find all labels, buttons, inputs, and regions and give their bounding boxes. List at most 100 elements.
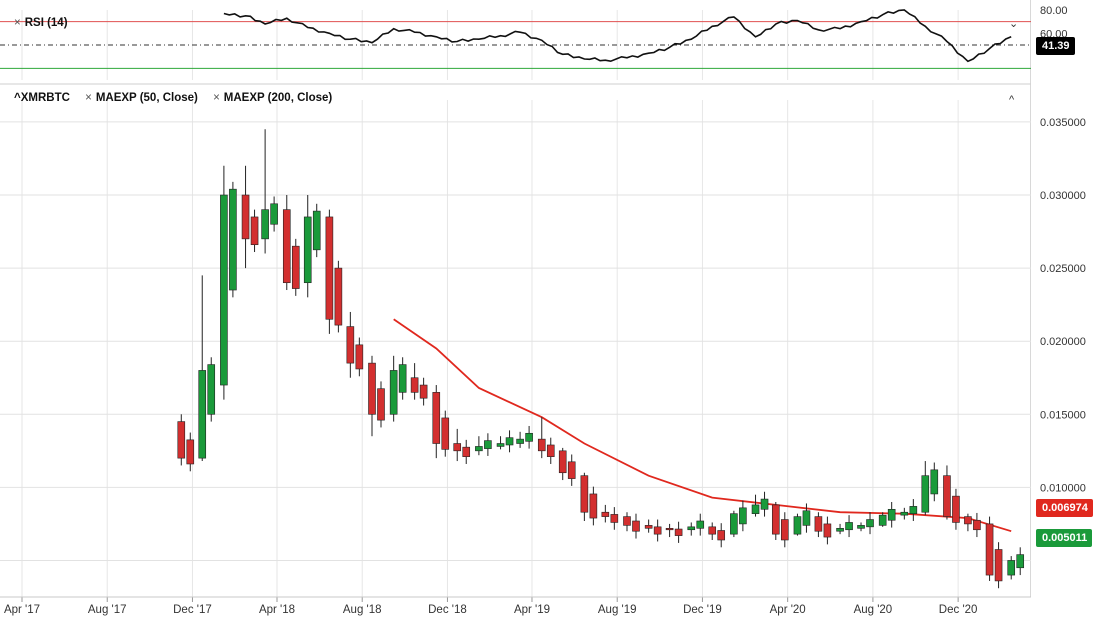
candle-body <box>558 450 567 474</box>
rsi-legend: × RSI (14) <box>14 17 68 29</box>
candle-body <box>632 520 640 532</box>
candle-body <box>717 530 726 541</box>
candle-body <box>751 504 760 514</box>
price-y-tick-label: 0.015000 <box>1040 409 1086 421</box>
x-tick-label: Aug '20 <box>854 604 893 616</box>
candle-body <box>802 510 811 526</box>
candle <box>878 501 896 528</box>
candle-body <box>921 475 930 513</box>
candle-body <box>823 523 832 538</box>
candle-body <box>857 525 865 529</box>
candle <box>303 195 321 298</box>
candle <box>644 519 662 542</box>
candle-body <box>589 493 598 519</box>
candle-body <box>546 444 555 457</box>
candle <box>751 491 769 517</box>
candle-body <box>368 362 376 415</box>
candle-body <box>739 507 747 525</box>
candle-body <box>836 527 844 532</box>
candle-body <box>303 216 312 284</box>
candle-body <box>780 519 789 541</box>
rsi-close-icon[interactable]: × <box>14 17 21 29</box>
candle-body <box>241 194 250 240</box>
rsi-line-group <box>223 9 1012 63</box>
candle-body <box>930 469 939 495</box>
candle-body <box>952 495 960 523</box>
rsi-value-tag: 41.39 <box>1036 37 1075 55</box>
candle <box>220 165 237 400</box>
candle-body <box>909 506 918 514</box>
candle-body <box>261 209 269 240</box>
candle <box>537 417 555 464</box>
candle-body <box>696 520 705 529</box>
candle-body <box>973 519 981 531</box>
ma50-close-icon[interactable]: × <box>85 92 92 104</box>
candle <box>623 512 640 539</box>
price-y-tick-label: 0.025000 <box>1040 263 1086 275</box>
x-tick-label: Dec '19 <box>683 604 722 616</box>
rsi-level-lines <box>0 21 1031 69</box>
candle-body <box>484 440 492 449</box>
candle <box>814 512 832 545</box>
candle <box>964 512 981 538</box>
candle-body <box>312 210 321 251</box>
candle-body <box>282 209 291 284</box>
candle-body <box>410 377 419 393</box>
ma200-label: MAEXP (200, Close) <box>223 92 333 104</box>
candle-body <box>398 364 407 393</box>
candle-body <box>601 511 610 517</box>
candle-body <box>771 504 780 535</box>
candle <box>730 500 747 538</box>
candle <box>177 414 195 472</box>
candle-body <box>1016 554 1025 569</box>
price-y-tick-label: 0.030000 <box>1040 190 1086 202</box>
candle-body <box>866 519 874 528</box>
candle-body <box>496 443 505 447</box>
candle-body <box>845 522 853 531</box>
candles-group <box>177 129 1025 589</box>
candle-body <box>453 443 462 452</box>
ma200-line-group <box>393 318 1012 533</box>
candle <box>389 355 407 422</box>
ma200-close-icon[interactable]: × <box>213 92 220 104</box>
candle-body <box>887 508 896 521</box>
candle-body <box>177 421 186 459</box>
candle-body <box>610 514 619 523</box>
rsi-legend-label: RSI (14) <box>24 17 68 29</box>
ma200-value-tag: 0.006974 <box>1036 499 1093 517</box>
candle-body <box>687 526 696 531</box>
ma200-line <box>393 318 1012 533</box>
candle <box>857 512 874 535</box>
candle-body <box>665 527 674 531</box>
candle-body <box>516 438 524 444</box>
candle-body <box>346 326 355 364</box>
plot-frame <box>1030 0 1031 597</box>
candle <box>496 430 514 453</box>
candle-body <box>441 417 450 450</box>
rsi-collapse-icon[interactable]: ⌄ <box>1009 18 1019 30</box>
price-collapse-icon[interactable]: ^ <box>1009 94 1015 106</box>
candle <box>368 355 385 437</box>
candle-body <box>389 370 398 415</box>
candle-body <box>291 245 300 289</box>
x-tick-label: Dec '18 <box>428 604 467 616</box>
candle <box>985 516 1003 589</box>
candle-body <box>943 475 951 517</box>
x-tick-label: Apr '17 <box>4 604 40 616</box>
candle-body <box>964 516 972 525</box>
price-legend: ^XMRBTC × MAEXP (50, Close) × MAEXP (200, … <box>14 92 332 104</box>
candle-body <box>878 514 887 526</box>
candle-body <box>653 526 662 535</box>
candle-body <box>1007 560 1016 576</box>
candle <box>836 515 853 538</box>
candle-body <box>220 194 228 386</box>
price-y-tick-label: 0.010000 <box>1040 482 1086 494</box>
candle-body <box>419 384 428 399</box>
candle-body <box>525 432 533 442</box>
candle <box>1007 547 1025 580</box>
price-y-tick-label: 0.020000 <box>1040 336 1086 348</box>
candle <box>198 275 216 462</box>
candle-body <box>644 525 653 529</box>
candle <box>516 425 533 449</box>
